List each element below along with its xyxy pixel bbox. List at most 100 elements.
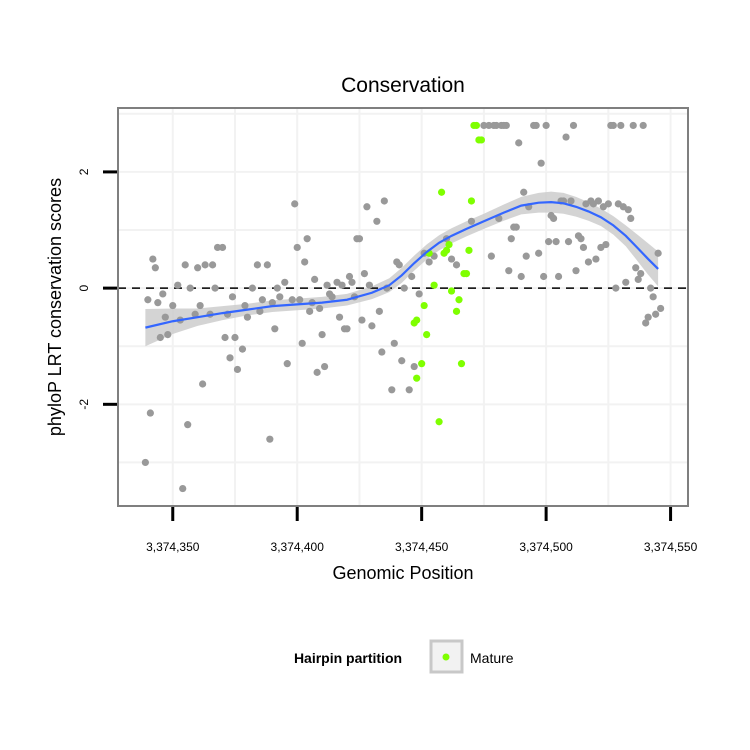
data-point-other xyxy=(572,267,580,275)
data-point-mature xyxy=(467,197,476,205)
data-point-other xyxy=(316,304,324,313)
data-point-other xyxy=(398,357,406,365)
data-point-other xyxy=(542,121,550,130)
data-point-other xyxy=(338,281,346,289)
data-point-other xyxy=(355,235,364,243)
data-point-mature xyxy=(442,246,451,254)
data-point-other xyxy=(452,261,461,269)
data-point-mature xyxy=(435,418,443,426)
data-point-other xyxy=(263,261,271,269)
data-point-other xyxy=(226,354,234,362)
data-point-other xyxy=(502,121,510,130)
data-point-other xyxy=(644,313,652,321)
data-point-other xyxy=(306,307,314,315)
data-point-other xyxy=(564,238,573,246)
data-point-other xyxy=(380,197,388,205)
data-point-other xyxy=(323,281,331,289)
data-point-other xyxy=(405,386,413,394)
data-point-other xyxy=(271,325,279,333)
data-point-other xyxy=(415,290,423,298)
data-point-other xyxy=(179,484,187,493)
data-point-other xyxy=(181,261,189,269)
data-point-other xyxy=(365,281,373,289)
data-point-other xyxy=(218,243,227,252)
data-point-mature xyxy=(423,330,431,339)
data-point-other xyxy=(515,139,523,147)
data-point-other xyxy=(480,121,488,130)
data-point-other xyxy=(363,203,371,211)
data-point-other xyxy=(196,301,204,310)
data-point-other xyxy=(253,261,261,269)
data-point-other xyxy=(149,255,157,263)
data-point-other xyxy=(617,121,625,130)
confidence-ribbon-group xyxy=(145,191,659,347)
data-point-other xyxy=(291,200,299,208)
data-point-other xyxy=(208,261,217,269)
data-point-other xyxy=(231,333,239,342)
data-point-other xyxy=(211,284,219,292)
data-point-mature xyxy=(437,188,446,196)
data-point-other xyxy=(554,272,563,281)
data-point-other xyxy=(612,284,620,292)
data-point-other xyxy=(520,188,528,196)
data-point-other xyxy=(634,275,642,284)
data-point-other xyxy=(174,281,182,289)
plot-panel-border xyxy=(117,107,689,507)
data-point-mature xyxy=(452,307,461,315)
data-point-other xyxy=(395,261,403,269)
data-point-other xyxy=(276,293,284,301)
data-point-other xyxy=(184,421,192,429)
data-point-mature xyxy=(430,281,438,289)
data-point-other xyxy=(313,368,321,376)
data-point-other xyxy=(159,290,167,298)
data-point-other xyxy=(328,293,336,301)
data-point-other xyxy=(320,362,329,371)
data-point-other xyxy=(654,249,662,257)
data-point-other xyxy=(348,278,356,286)
data-point-other xyxy=(594,197,602,205)
data-point-other xyxy=(281,278,289,286)
x-tick-label: 3,374,350 xyxy=(146,540,200,554)
data-point-other xyxy=(505,267,513,275)
data-point-other xyxy=(522,252,530,260)
legend-label-mature: Mature xyxy=(470,650,514,666)
data-point-other xyxy=(161,313,169,321)
data-point-other xyxy=(141,458,149,467)
legend-title: Hairpin partition xyxy=(294,650,402,666)
scatter-points xyxy=(141,121,665,493)
data-point-other xyxy=(624,206,632,214)
data-point-other xyxy=(447,255,456,263)
data-point-other xyxy=(301,258,309,266)
data-point-other xyxy=(535,249,543,257)
data-point-other xyxy=(248,284,257,292)
data-point-other xyxy=(532,121,540,130)
data-point-other xyxy=(647,284,655,292)
data-point-other xyxy=(467,217,476,225)
data-point-other xyxy=(375,307,383,315)
data-point-other xyxy=(266,435,274,443)
data-point-other xyxy=(545,238,553,246)
data-point-mature xyxy=(445,240,453,249)
data-point-other xyxy=(221,333,229,342)
data-point-other xyxy=(368,322,376,330)
data-point-other xyxy=(388,386,396,394)
data-point-other xyxy=(592,255,600,263)
data-point-other xyxy=(191,310,199,318)
data-point-other xyxy=(258,296,266,304)
smooth-trend-line xyxy=(145,201,659,329)
data-point-other xyxy=(649,293,657,301)
data-point-other xyxy=(146,409,154,417)
x-tick-label: 3,374,550 xyxy=(644,540,698,554)
data-point-other xyxy=(199,380,207,388)
data-point-mature xyxy=(462,269,471,278)
data-point-other xyxy=(637,269,645,278)
data-point-other xyxy=(151,264,159,272)
data-point-other xyxy=(629,121,637,130)
data-point-other xyxy=(602,240,610,249)
x-axis-label: Genomic Position xyxy=(332,563,473,583)
data-point-other xyxy=(238,345,247,353)
data-point-mature xyxy=(455,296,463,304)
data-point-other xyxy=(360,269,369,278)
data-point-other xyxy=(562,133,570,141)
